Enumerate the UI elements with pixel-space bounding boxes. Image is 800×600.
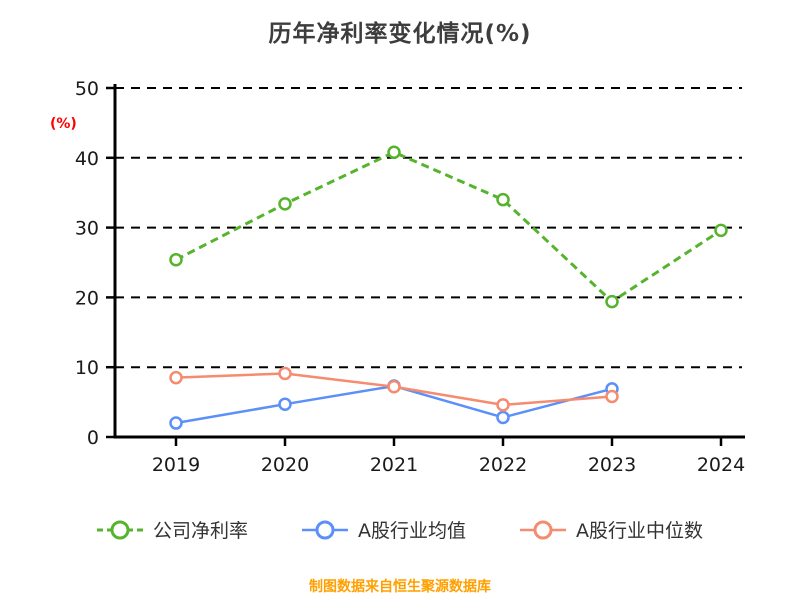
legend-item-2: A股行业中位数 [520,516,703,543]
data-point-marker [714,223,728,238]
x-tick-label: 2020 [261,454,309,476]
legend-label: A股行业均值 [358,520,466,542]
x-tick-label: 2023 [588,454,636,476]
data-point-marker [278,197,292,211]
legend-label: 公司净利率 [152,520,248,542]
y-tick-label: 40 [75,148,99,170]
legend-marker-icon [96,520,143,539]
x-tick-label: 2021 [370,454,418,476]
y-tick-label: 50 [75,78,99,100]
data-point-marker [169,416,183,430]
legend-label: A股行业中位数 [576,520,703,542]
series-line [175,150,722,304]
y-tick-label: 10 [75,357,99,379]
data-point-marker [169,252,183,267]
data-point-marker [387,379,401,394]
legend-item-1: A股行业均值 [302,516,466,543]
y-tick-label: 30 [75,218,99,240]
data-point-marker [496,398,510,412]
data-point-marker [496,192,510,207]
y-tick-label: 20 [75,287,99,309]
x-tick-label: 2019 [152,454,200,476]
data-point-marker [605,389,619,404]
y-tick-label: 0 [87,427,99,449]
data-point-marker [278,366,292,381]
y-axis-label: (%) [50,116,77,132]
data-point-marker [169,370,183,385]
legend: 公司净利率 A股行业均值 A股行业中位数 [0,516,800,543]
x-tick-label: 2024 [697,454,745,476]
legend-marker-icon [520,520,566,539]
legend-item-0: 公司净利率 [96,516,248,543]
data-point-marker [496,410,510,425]
legend-marker-icon [302,520,348,539]
x-tick-label: 2022 [479,454,527,476]
data-point-marker [387,145,401,159]
data-point-marker [605,294,619,309]
footer-source: 制图数据来自恒生聚源数据库 [309,579,491,595]
data-point-marker [278,397,292,411]
chart-title: 历年净利率变化情况(%) [268,21,532,47]
